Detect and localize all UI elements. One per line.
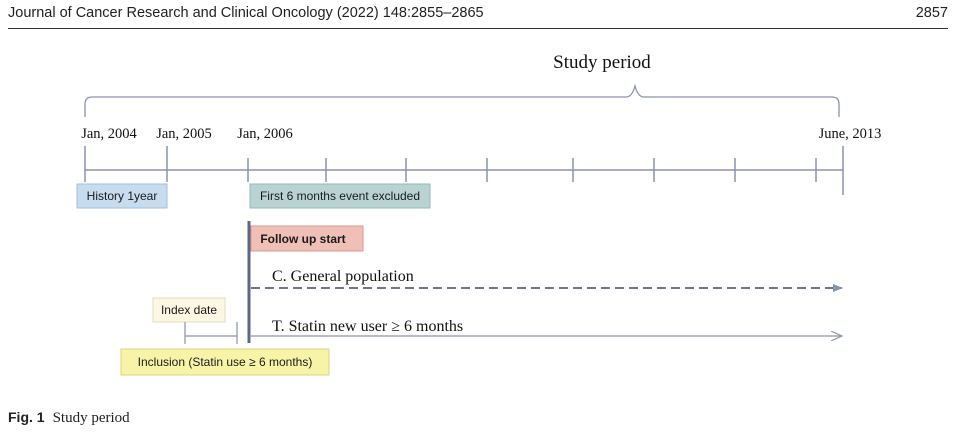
inclusion-box bbox=[120, 348, 330, 376]
inclusion-bracket bbox=[184, 322, 238, 344]
history-label: History 1year bbox=[87, 189, 158, 203]
header-divider bbox=[8, 28, 948, 29]
label-jan-2006: Jan, 2006 bbox=[237, 126, 293, 142]
follow-up-label: Follow up start bbox=[260, 232, 345, 246]
label-jan-2004: Jan, 2004 bbox=[81, 126, 137, 142]
page-number: 2857 bbox=[915, 5, 948, 21]
history-box bbox=[76, 183, 168, 209]
figure-caption: Fig. 1 Study period bbox=[8, 409, 130, 427]
figure-number: Fig. 1 bbox=[8, 409, 45, 425]
label-june-2013: June, 2013 bbox=[819, 126, 882, 142]
inclusion-label: Inclusion (Statin use ≥ 6 months) bbox=[138, 355, 313, 369]
excluded-label: First 6 months event excluded bbox=[260, 189, 420, 203]
excluded-box bbox=[249, 183, 431, 209]
study-period-diagram: Study period Jan, 2004 Jan, 2005 Jan, 20… bbox=[76, 52, 882, 376]
statin-user-label: T. Statin new user ≥ 6 months bbox=[272, 318, 463, 335]
label-jan-2005: Jan, 2005 bbox=[156, 126, 212, 142]
study-period-brace bbox=[84, 83, 840, 117]
index-date-box bbox=[152, 297, 226, 323]
diagram-title: Study period bbox=[553, 52, 651, 73]
general-population-label: C. General population bbox=[272, 268, 414, 285]
follow-up-box bbox=[250, 225, 364, 252]
journal-header: Journal of Cancer Research and Clinical … bbox=[8, 5, 484, 21]
caption-text: Study period bbox=[52, 410, 130, 426]
index-date-label: Index date bbox=[161, 303, 217, 317]
timeline-ticks bbox=[84, 146, 844, 195]
